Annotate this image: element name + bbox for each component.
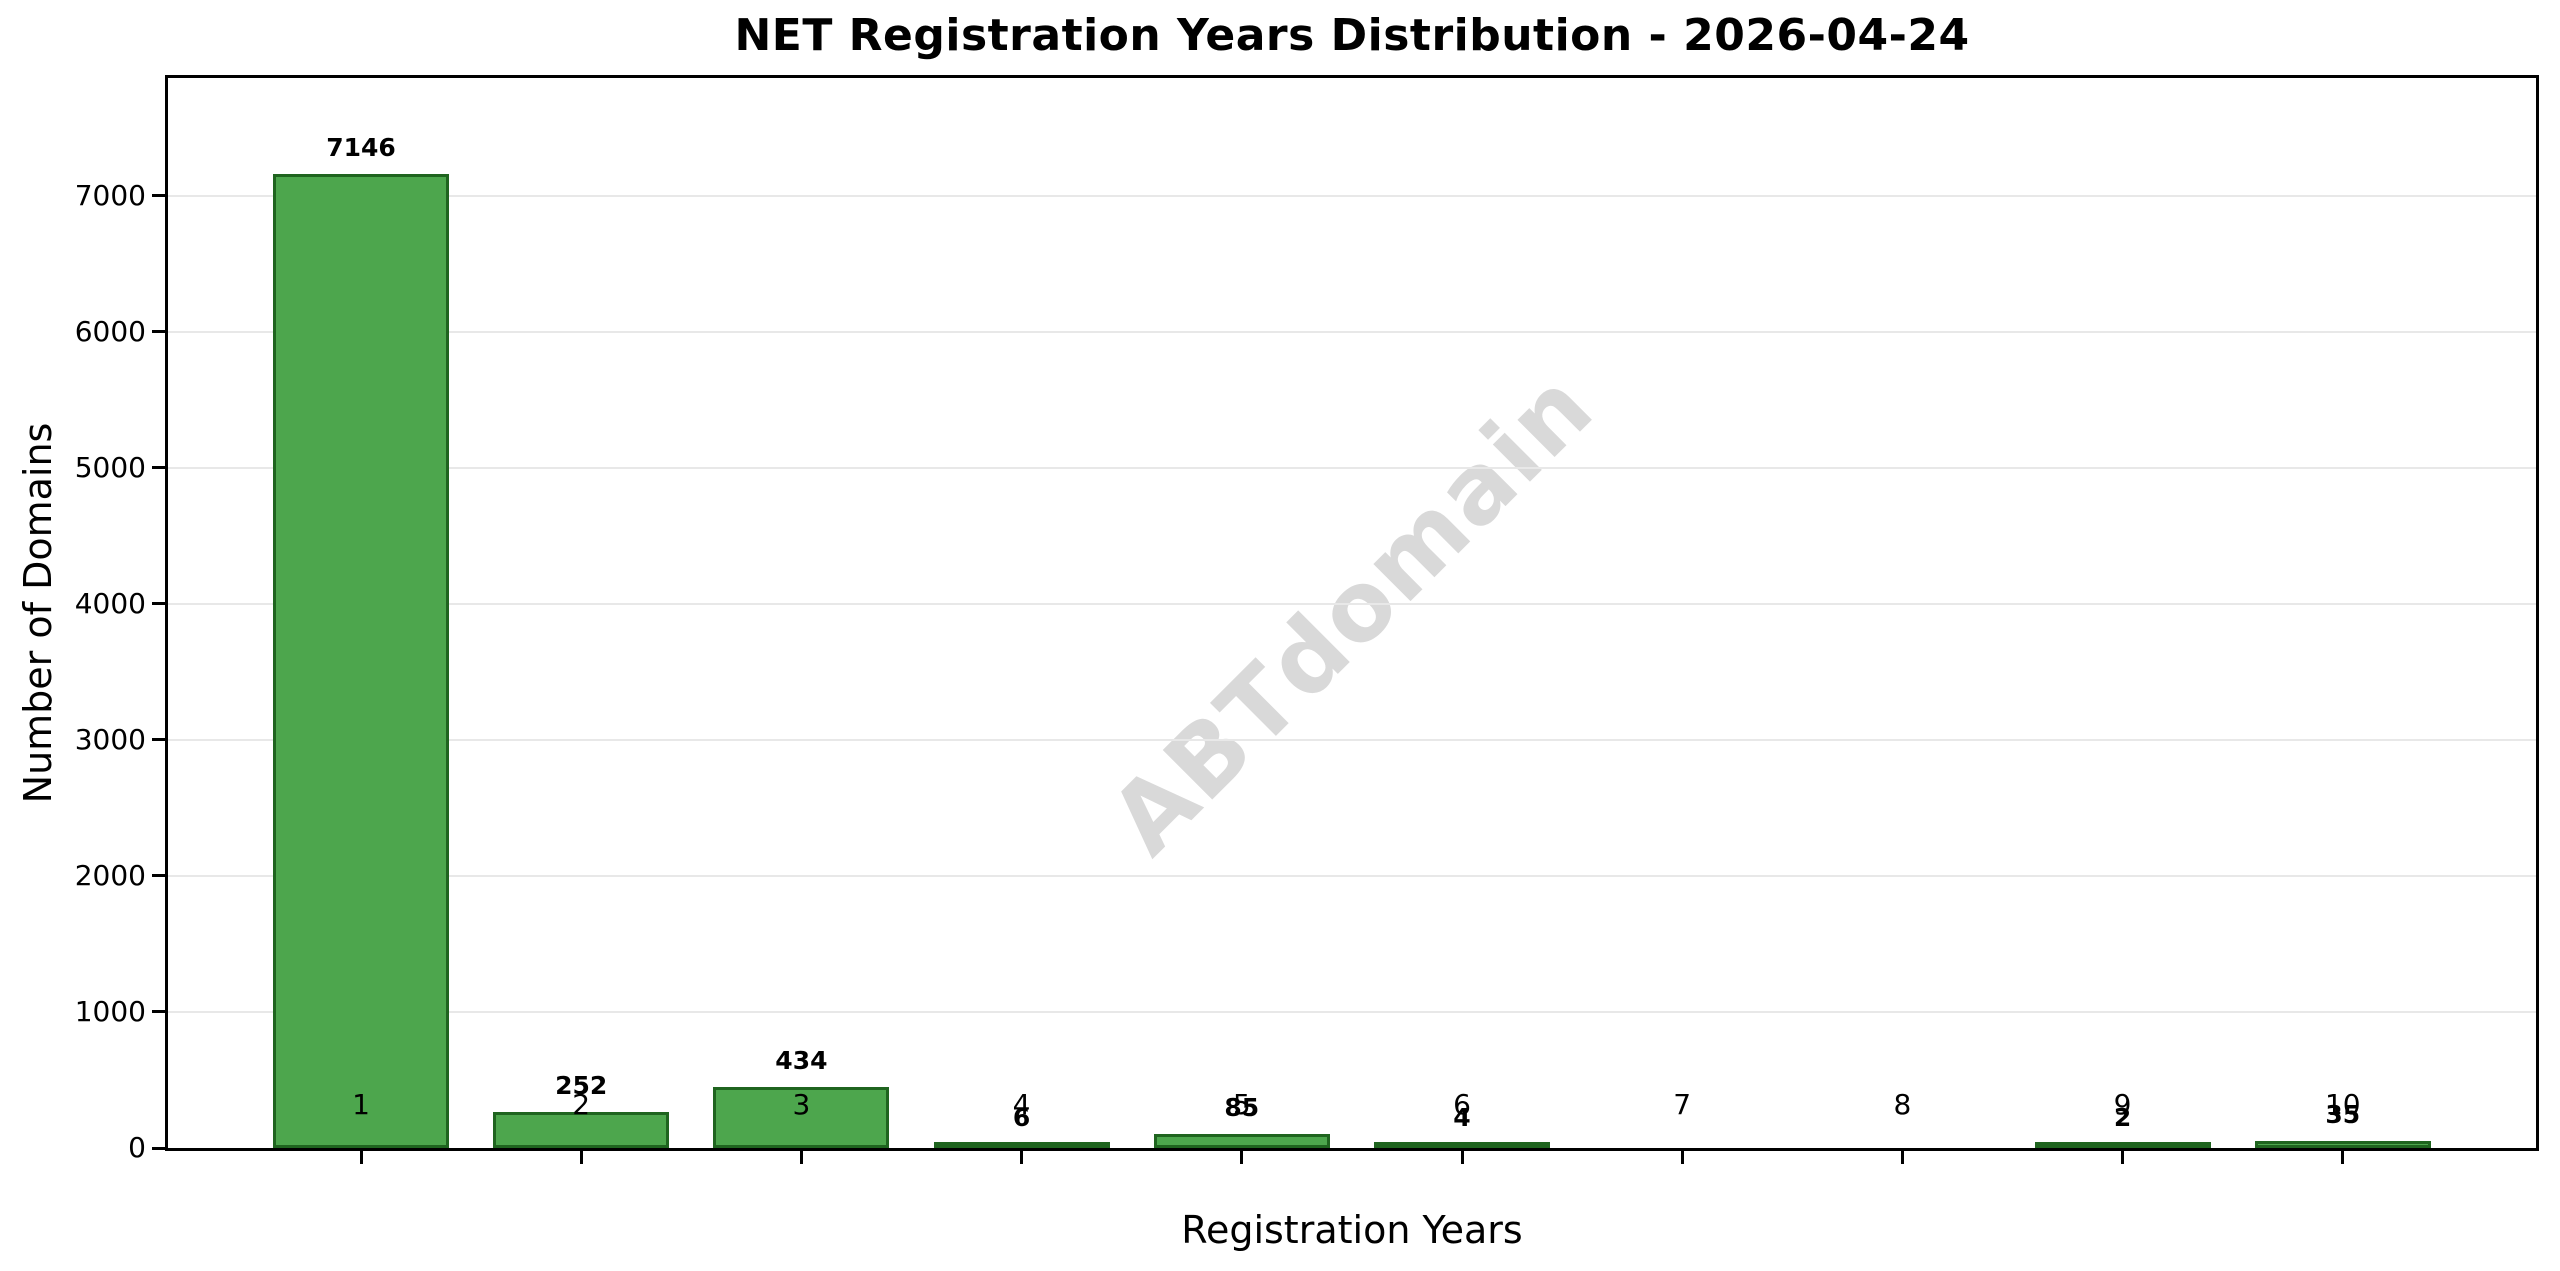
y-tick-mark	[152, 1010, 165, 1014]
gridline	[168, 874, 2536, 877]
bar	[933, 1142, 1110, 1148]
x-tick-mark	[799, 1151, 803, 1164]
x-tick-label: 8	[1893, 1088, 1912, 1121]
bar	[2034, 1142, 2211, 1148]
y-tick-mark	[152, 466, 165, 470]
y-tick-label: 7000	[74, 178, 146, 212]
gridline	[168, 330, 2536, 333]
bar	[1153, 1134, 1330, 1148]
gridline	[168, 466, 2536, 469]
y-tick-label: 1000	[74, 994, 146, 1028]
x-tick-mark	[579, 1151, 583, 1164]
y-tick-mark	[152, 602, 165, 606]
bar	[2254, 1141, 2431, 1148]
y-tick-label: 6000	[74, 314, 146, 348]
x-tick-label: 9	[2113, 1088, 2132, 1121]
y-tick-mark	[152, 1146, 165, 1150]
bar-value-label: 252	[555, 1071, 608, 1100]
x-axis-label: Registration Years	[1181, 1208, 1523, 1252]
bar	[1374, 1142, 1550, 1148]
x-tick-mark	[359, 1151, 363, 1164]
bar	[713, 1087, 890, 1148]
gridline	[168, 194, 2536, 197]
y-tick-label: 2000	[74, 858, 146, 892]
x-tick-label: 1	[352, 1088, 370, 1121]
x-tick-label: 6	[1453, 1088, 1471, 1121]
x-tick-mark	[1460, 1151, 1464, 1164]
y-tick-label: 5000	[74, 450, 146, 484]
bar-value-label: 434	[775, 1046, 828, 1075]
y-tick-label: 4000	[74, 586, 146, 620]
chart-title: NET Registration Years Distribution - 20…	[734, 10, 1970, 61]
x-tick-label: 5	[1232, 1088, 1251, 1121]
x-tick-label: 4	[1012, 1088, 1031, 1121]
bar-value-label: 85	[1224, 1093, 1260, 1122]
bar-value-label: 35	[2325, 1100, 2361, 1129]
gridline	[168, 738, 2536, 741]
plot-area: ABTdomain 0 1000 2000 3000 4000 5000 6000 7000 7…	[75, 75, 2539, 1164]
x-tick-mark	[2121, 1151, 2125, 1164]
x-tick-mark	[2341, 1151, 2345, 1164]
y-tick-mark	[152, 874, 165, 878]
x-tick-mark	[1020, 1151, 1024, 1164]
x-tick-label: 10	[2324, 1088, 2361, 1121]
x-tick-mark	[1900, 1151, 1904, 1164]
y-tick-mark	[152, 330, 165, 334]
y-tick-mark	[152, 194, 165, 198]
watermark-text: ABTdomain	[1089, 350, 1615, 876]
y-tick-mark	[152, 738, 165, 742]
gridline	[168, 1010, 2536, 1013]
x-tick-mark	[1240, 1151, 1244, 1164]
bar	[273, 174, 449, 1148]
x-tick-label: 2	[572, 1088, 591, 1121]
x-tick-label: 7	[1673, 1088, 1692, 1121]
y-tick-label: 3000	[74, 722, 146, 756]
x-tick-label: 3	[792, 1088, 811, 1121]
bar-value-label: 7146	[326, 133, 396, 162]
y-tick-label: 0	[128, 1131, 146, 1164]
bar-value-label: 4	[1453, 1103, 1471, 1132]
gridline	[168, 602, 2536, 605]
x-tick-mark	[1680, 1151, 1684, 1164]
bar-value-label: 6	[1012, 1103, 1031, 1132]
bar	[493, 1112, 670, 1148]
bar-value-label: 2	[2113, 1103, 2132, 1132]
